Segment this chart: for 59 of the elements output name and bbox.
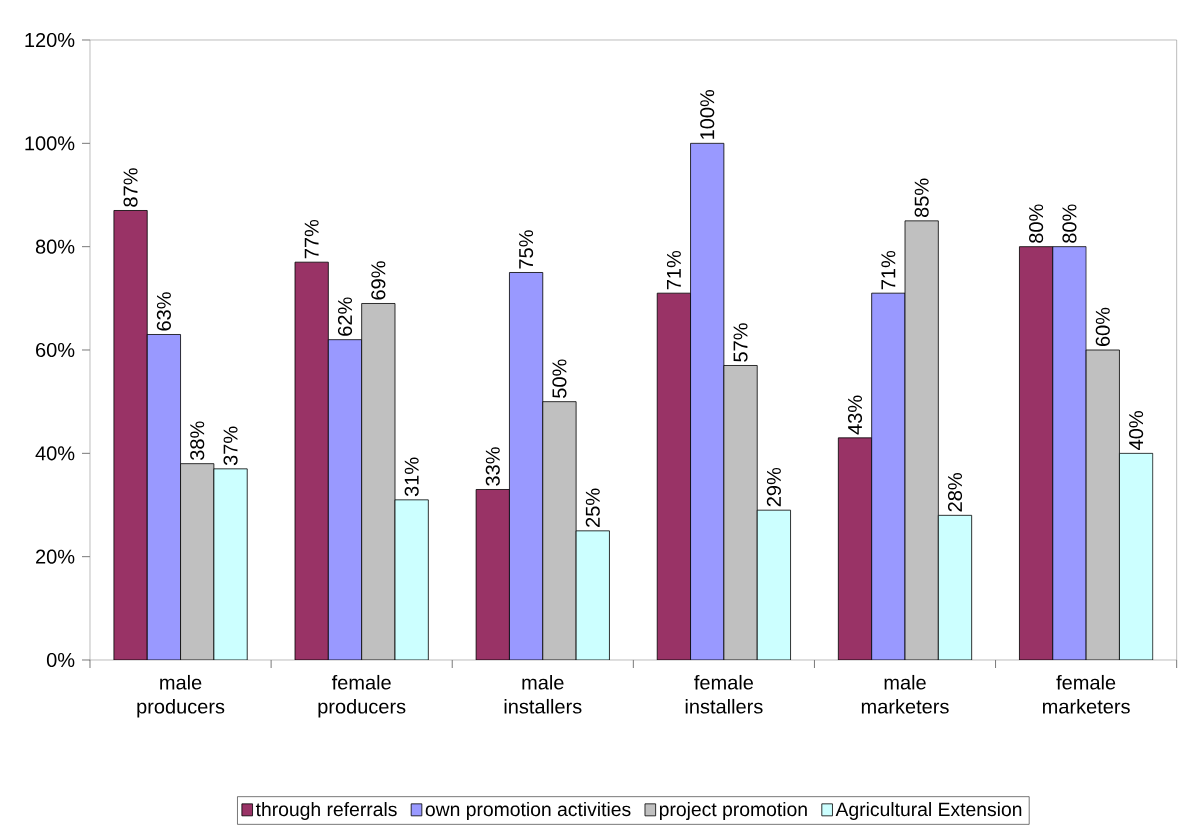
x-tick-label: female installers: [685, 674, 763, 714]
bar: [871, 292, 906, 660]
data-label: 77%: [304, 219, 319, 259]
x-tick-label: female producers: [318, 674, 406, 718]
bar: [113, 210, 148, 660]
data-label: 87%: [123, 168, 138, 207]
legend-label: Agricultural Extension: [835, 802, 1022, 821]
bar: [180, 463, 215, 660]
y-tick-label: 100%: [25, 136, 75, 151]
data-label: 29%: [766, 467, 781, 507]
bar: [327, 339, 363, 660]
data-label: 57%: [733, 323, 748, 362]
data-label: 31%: [404, 457, 419, 497]
legend-label: project promotion: [659, 802, 807, 821]
bar: [1085, 349, 1120, 660]
bar: [1019, 246, 1054, 660]
x-tick-label: male marketers: [861, 674, 949, 714]
bar: [837, 437, 873, 660]
data-label: 25%: [585, 488, 600, 527]
data-label: 63%: [156, 292, 171, 331]
data-label: 100%: [700, 89, 715, 139]
bar: [690, 142, 725, 660]
data-label: 28%: [947, 473, 963, 512]
y-tick-label: 40%: [35, 446, 75, 461]
data-label: 37%: [223, 426, 238, 466]
x-tick-label: female marketers: [1042, 674, 1130, 714]
bar: [509, 272, 544, 660]
bar: [723, 365, 758, 660]
data-label: 62%: [337, 297, 353, 336]
data-label: 69%: [371, 261, 386, 300]
data-label: 38%: [190, 421, 205, 460]
x-tick-label: male producers: [137, 674, 225, 718]
bar: [1052, 246, 1087, 660]
y-tick-label: 0%: [46, 652, 75, 668]
data-label: 40%: [1129, 411, 1144, 450]
data-label: 71%: [881, 250, 896, 290]
y-tick-label: 60%: [36, 342, 75, 358]
bar: [475, 489, 510, 660]
bar: [656, 292, 691, 660]
data-label: 71%: [666, 250, 681, 290]
y-tick-label: 120%: [25, 32, 75, 48]
x-tick-label: male installers: [504, 674, 582, 714]
bar: [294, 261, 329, 660]
data-label: 33%: [485, 447, 500, 486]
bar: [361, 303, 396, 660]
bar: [146, 334, 181, 660]
data-label: 43%: [847, 395, 863, 435]
y-tick-label: 20%: [36, 549, 75, 564]
legend-label: own promotion activities: [425, 802, 631, 821]
data-label: 75%: [519, 230, 534, 269]
bar: [904, 220, 939, 660]
data-label: 85%: [914, 178, 929, 218]
data-label: 80%: [1029, 204, 1044, 243]
bar: [542, 401, 577, 660]
data-label: 80%: [1062, 204, 1077, 243]
data-label: 50%: [552, 359, 567, 398]
data-label: 60%: [1095, 307, 1110, 347]
legend-label: through referrals: [255, 802, 397, 821]
y-tick-label: 80%: [35, 239, 75, 254]
